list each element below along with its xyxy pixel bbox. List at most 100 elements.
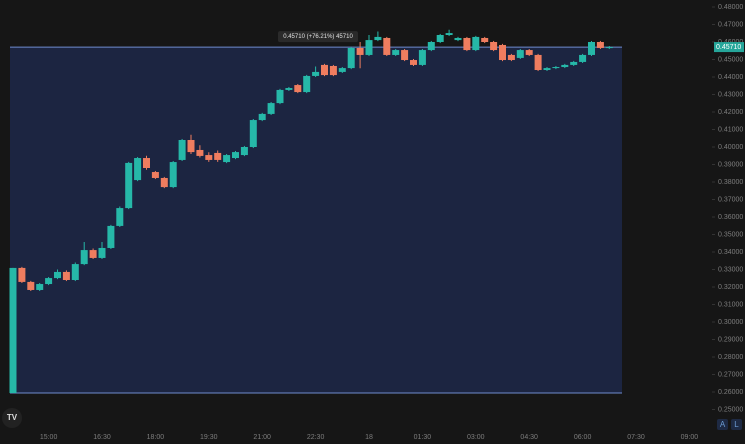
candle-body bbox=[294, 85, 302, 93]
candle-body bbox=[312, 71, 320, 76]
candle-body bbox=[481, 37, 489, 42]
candle-body bbox=[427, 42, 435, 51]
candle-body bbox=[490, 42, 498, 51]
scale-button[interactable] bbox=[731, 419, 742, 430]
candle-body bbox=[365, 40, 373, 55]
x-tick-label: 06:00 bbox=[574, 434, 592, 441]
candle-body bbox=[401, 50, 409, 61]
y-tick-label: 0.34000 bbox=[718, 249, 743, 256]
svg-text:TV: TV bbox=[7, 413, 18, 422]
y-tick-label: 0.27000 bbox=[718, 371, 743, 378]
candle-body bbox=[383, 37, 391, 55]
candle-body bbox=[507, 54, 515, 61]
range-box bbox=[10, 47, 622, 394]
candle-body bbox=[125, 162, 133, 209]
scale-button-label[interactable]: L bbox=[734, 420, 739, 429]
y-tick-label: 0.43000 bbox=[718, 91, 743, 98]
candle-body bbox=[463, 37, 471, 51]
price-label-box bbox=[714, 42, 744, 53]
scale-button-label[interactable]: A bbox=[720, 420, 726, 429]
y-tick-label: 0.32000 bbox=[718, 284, 743, 291]
annotation: 0.45710 (+76.21%) 45710 bbox=[283, 34, 353, 40]
candle-body bbox=[579, 54, 587, 62]
tv-logo: TV bbox=[2, 408, 22, 428]
candle-body bbox=[178, 140, 186, 160]
y-tick-label: 0.31000 bbox=[718, 301, 743, 308]
candle-body bbox=[338, 68, 346, 72]
candle-body bbox=[267, 103, 275, 114]
candle-body bbox=[80, 250, 88, 265]
candle-body bbox=[169, 162, 177, 188]
y-tick-label: 0.26000 bbox=[718, 389, 743, 396]
x-tick-label: 04:30 bbox=[520, 434, 538, 441]
candle-body bbox=[249, 120, 257, 147]
candle-body bbox=[151, 172, 159, 178]
candle-body bbox=[410, 60, 417, 65]
candle-body bbox=[472, 36, 480, 51]
x-tick-label: 07:30 bbox=[627, 434, 645, 441]
x-tick-label: 21:00 bbox=[253, 434, 271, 441]
x-tick-label: 15:00 bbox=[40, 434, 58, 441]
candle-body bbox=[214, 152, 222, 160]
candle-body bbox=[223, 155, 231, 163]
candle-body bbox=[116, 208, 124, 226]
candle-body bbox=[258, 113, 266, 121]
candle-body bbox=[62, 271, 70, 280]
x-tick-label: 22:30 bbox=[307, 434, 325, 441]
candle-body bbox=[98, 247, 106, 258]
candle-body bbox=[9, 267, 17, 394]
candle-body bbox=[54, 271, 61, 279]
candle-body bbox=[232, 152, 239, 159]
candle-body bbox=[285, 88, 293, 90]
y-tick-label: 0.40000 bbox=[718, 144, 743, 151]
candle-body bbox=[605, 47, 613, 49]
candle-body bbox=[436, 35, 444, 42]
candle-body bbox=[187, 140, 195, 153]
candle-body bbox=[240, 147, 248, 156]
candle-body bbox=[588, 42, 595, 55]
candle-body bbox=[143, 158, 150, 168]
candle-body bbox=[392, 50, 400, 55]
y-tick-label: 0.39000 bbox=[718, 161, 743, 168]
candle-body bbox=[525, 50, 533, 55]
y-tick-label: 0.33000 bbox=[718, 266, 743, 273]
candle-body bbox=[107, 225, 115, 248]
candle-body bbox=[552, 67, 560, 69]
candle-body bbox=[205, 155, 213, 160]
candle-body bbox=[27, 281, 35, 290]
y-tick-label: 0.47000 bbox=[718, 21, 743, 28]
candle-body bbox=[276, 89, 284, 104]
candle-body bbox=[71, 264, 79, 280]
y-tick-label: 0.48000 bbox=[718, 4, 743, 11]
y-tick-label: 0.37000 bbox=[718, 196, 743, 203]
candle-body bbox=[454, 37, 462, 41]
candle-body bbox=[321, 64, 328, 76]
candle-body bbox=[445, 33, 453, 35]
y-tick-label: 0.41000 bbox=[718, 126, 743, 133]
y-tick-label: 0.25000 bbox=[718, 406, 743, 413]
candle-body bbox=[374, 36, 382, 41]
price-label: 0.45710 bbox=[716, 44, 741, 51]
candle-body bbox=[561, 64, 569, 68]
x-tick-label: 01:30 bbox=[414, 434, 432, 441]
candle-body bbox=[534, 54, 542, 70]
y-tick-label: 0.42000 bbox=[718, 109, 743, 116]
candle-body bbox=[196, 149, 204, 156]
y-tick-label: 0.28000 bbox=[718, 354, 743, 361]
y-tick-label: 0.45000 bbox=[718, 56, 743, 63]
candle-body bbox=[18, 267, 26, 282]
candle-body bbox=[347, 47, 355, 69]
candle-body bbox=[160, 177, 168, 188]
y-tick-label: 0.44000 bbox=[718, 74, 743, 81]
y-tick-label: 0.35000 bbox=[718, 231, 743, 238]
candle-body bbox=[303, 75, 311, 93]
candle-body bbox=[516, 50, 524, 58]
candle-body bbox=[89, 250, 97, 258]
x-tick-label: 19:30 bbox=[200, 434, 218, 441]
candle-body bbox=[499, 44, 506, 61]
x-tick-label: 18 bbox=[365, 434, 373, 441]
scale-button[interactable] bbox=[717, 419, 728, 430]
candle-body bbox=[329, 65, 337, 76]
x-tick-label: 16:30 bbox=[93, 434, 111, 441]
